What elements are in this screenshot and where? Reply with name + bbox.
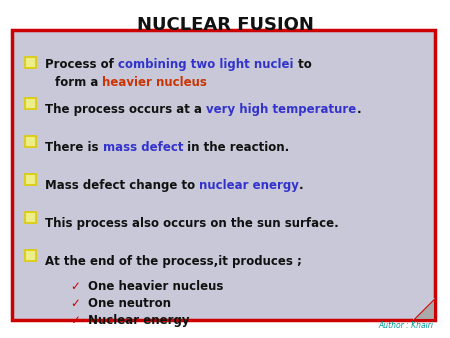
Text: Author : Khairi: Author : Khairi xyxy=(378,321,433,330)
Bar xyxy=(12,30,435,320)
Text: in the reaction.: in the reaction. xyxy=(183,141,289,154)
Text: combining two light nuclei: combining two light nuclei xyxy=(118,58,293,71)
Text: ✓: ✓ xyxy=(70,314,80,327)
Text: ✓: ✓ xyxy=(70,280,80,293)
Text: NUCLEAR FUSION: NUCLEAR FUSION xyxy=(136,16,314,34)
Text: At the end of the process,it produces ;: At the end of the process,it produces ; xyxy=(45,255,302,268)
Text: Nuclear energy: Nuclear energy xyxy=(88,314,189,327)
Text: .: . xyxy=(299,179,304,192)
Text: mass defect: mass defect xyxy=(103,141,183,154)
Text: heavier nucleus: heavier nucleus xyxy=(103,76,207,89)
Text: One heavier nucleus: One heavier nucleus xyxy=(88,280,223,293)
Text: ✓: ✓ xyxy=(70,297,80,310)
Text: The process occurs at a: The process occurs at a xyxy=(45,103,206,116)
Text: form a: form a xyxy=(55,76,103,89)
Polygon shape xyxy=(413,298,435,320)
Bar xyxy=(24,173,36,185)
Text: nuclear energy: nuclear energy xyxy=(199,179,299,192)
Text: This process also occurs on the sun surface.: This process also occurs on the sun surf… xyxy=(45,217,339,230)
Bar xyxy=(24,97,36,108)
Text: very high temperature: very high temperature xyxy=(206,103,356,116)
Text: One neutron: One neutron xyxy=(88,297,171,310)
Bar xyxy=(24,56,36,68)
Text: Process of: Process of xyxy=(45,58,118,71)
Bar xyxy=(24,136,36,146)
Text: to: to xyxy=(293,58,311,71)
Bar xyxy=(24,212,36,222)
Text: Mass defect change to: Mass defect change to xyxy=(45,179,199,192)
Polygon shape xyxy=(413,298,435,320)
Bar xyxy=(24,249,36,261)
Text: .: . xyxy=(356,103,361,116)
Text: There is: There is xyxy=(45,141,103,154)
